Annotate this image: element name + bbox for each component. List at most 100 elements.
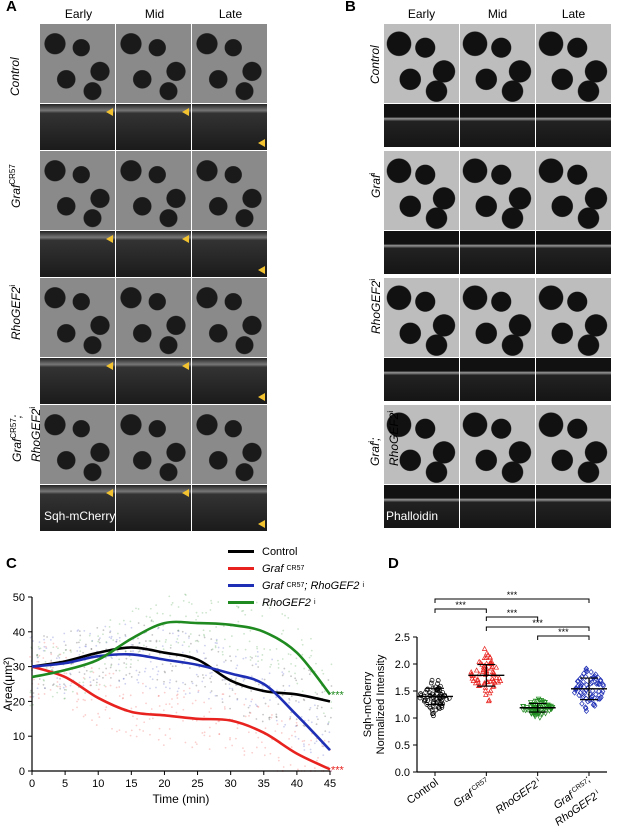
cell-measurement-point bbox=[157, 670, 160, 673]
cell-measurement-point bbox=[310, 739, 312, 742]
cell-measurement-point bbox=[163, 670, 166, 673]
cell-measurement-point bbox=[217, 646, 220, 649]
cell-measurement-point bbox=[175, 711, 178, 714]
cell-measurement-point bbox=[310, 721, 313, 724]
cell-measurement-point bbox=[310, 654, 312, 657]
cell-measurement-point bbox=[229, 736, 231, 739]
cell-measurement-point bbox=[124, 650, 127, 653]
cell-measurement-point bbox=[295, 657, 298, 660]
y-tick-label: 10 bbox=[13, 731, 25, 743]
cell-measurement-point bbox=[216, 642, 218, 645]
cell-measurement-point bbox=[294, 730, 296, 733]
panel-a-row1-col3-top-image bbox=[192, 24, 267, 103]
cell-measurement-point bbox=[237, 620, 240, 623]
cell-measurement-point bbox=[256, 647, 259, 650]
data-point bbox=[520, 704, 527, 710]
cell-measurement-point bbox=[181, 630, 184, 633]
cell-measurement-point bbox=[118, 623, 121, 625]
cell-measurement-point bbox=[151, 717, 154, 720]
cell-measurement-point bbox=[294, 665, 297, 667]
cell-measurement-point bbox=[29, 704, 32, 707]
cell-measurement-point bbox=[129, 650, 132, 653]
cell-measurement-point bbox=[188, 635, 190, 638]
cell-measurement-point bbox=[43, 679, 45, 682]
cell-measurement-point bbox=[249, 659, 252, 661]
cell-measurement-point bbox=[214, 641, 217, 644]
cell-measurement-point bbox=[75, 641, 78, 644]
cell-measurement-point bbox=[42, 657, 45, 659]
x-tick-label: 5 bbox=[62, 778, 68, 790]
data-point bbox=[481, 654, 488, 660]
cell-measurement-point bbox=[188, 687, 191, 690]
legend-item-control: Control bbox=[228, 543, 364, 560]
cell-measurement-point bbox=[177, 687, 180, 690]
cell-measurement-point bbox=[115, 669, 118, 672]
data-point bbox=[581, 688, 587, 696]
cell-measurement-point bbox=[236, 648, 239, 651]
y-axis-label: Area(μm²) bbox=[1, 657, 15, 711]
cell-measurement-point bbox=[320, 706, 323, 709]
data-point bbox=[480, 668, 486, 674]
cell-measurement-point bbox=[203, 715, 206, 718]
arrowhead-marker-icon bbox=[258, 266, 265, 274]
cell-measurement-point bbox=[201, 674, 204, 676]
data-point bbox=[496, 675, 503, 681]
data-point bbox=[488, 661, 495, 667]
cell-measurement-point bbox=[296, 682, 299, 685]
cell-measurement-point bbox=[97, 635, 100, 638]
cell-measurement-point bbox=[76, 630, 79, 632]
cell-measurement-point bbox=[58, 653, 61, 656]
data-point bbox=[579, 694, 586, 701]
cell-measurement-point bbox=[316, 759, 318, 762]
cell-measurement-point bbox=[201, 680, 204, 683]
cell-measurement-point bbox=[211, 648, 214, 651]
cell-measurement-point bbox=[63, 640, 66, 643]
cell-measurement-point bbox=[137, 608, 140, 610]
cell-measurement-point bbox=[130, 643, 133, 646]
data-point bbox=[430, 703, 436, 708]
cell-measurement-point bbox=[59, 677, 61, 680]
y-tick-label: 2.0 bbox=[395, 659, 410, 671]
significance-bracket-4 bbox=[485, 626, 590, 631]
cell-measurement-point bbox=[171, 698, 173, 700]
cell-measurement-point bbox=[39, 647, 42, 650]
cell-measurement-point bbox=[83, 673, 86, 675]
panel-b-row1-col1-top-image bbox=[384, 24, 459, 103]
panel-a-row3-col2-side-image bbox=[116, 358, 191, 404]
panel-b-row2-col3-side-image bbox=[536, 231, 611, 274]
cell-measurement-point bbox=[164, 671, 166, 674]
cell-measurement-point bbox=[304, 765, 306, 768]
cell-measurement-point bbox=[130, 707, 133, 710]
panel-b-row-graf-rhogef2: Grafi; RhoGEF2i bbox=[367, 410, 401, 466]
cell-measurement-point bbox=[295, 699, 297, 702]
cell-measurement-point bbox=[182, 719, 184, 722]
data-point bbox=[527, 700, 534, 706]
cell-measurement-point bbox=[158, 727, 161, 730]
cell-measurement-point bbox=[210, 648, 213, 651]
panel-b-row3-col2-side-image bbox=[460, 358, 535, 401]
cell-measurement-point bbox=[163, 691, 166, 694]
panel-b-row-graf: Grafi bbox=[368, 172, 383, 198]
panel-a-col-mid: Mid bbox=[144, 7, 165, 21]
cell-measurement-point bbox=[56, 677, 59, 679]
cell-measurement-point bbox=[191, 702, 194, 705]
cell-measurement-point bbox=[281, 694, 284, 697]
cell-measurement-point bbox=[203, 657, 206, 660]
cell-measurement-point bbox=[317, 718, 319, 721]
cell-measurement-point bbox=[182, 708, 185, 711]
panel-a-row3-col3-side-image bbox=[192, 358, 267, 404]
cell-measurement-point bbox=[137, 681, 140, 684]
cell-measurement-point bbox=[78, 653, 81, 656]
cell-measurement-point bbox=[268, 716, 271, 719]
cell-measurement-point bbox=[118, 639, 121, 642]
cell-measurement-point bbox=[214, 645, 217, 647]
data-point bbox=[576, 692, 582, 699]
cell-measurement-point bbox=[221, 679, 224, 681]
cell-measurement-point bbox=[37, 693, 40, 696]
category-label-2: Graf CR57 bbox=[451, 777, 492, 811]
cell-measurement-point bbox=[327, 679, 330, 681]
data-point bbox=[595, 695, 601, 702]
cell-measurement-point bbox=[188, 651, 191, 653]
data-point bbox=[425, 686, 431, 692]
data-point bbox=[542, 700, 548, 706]
